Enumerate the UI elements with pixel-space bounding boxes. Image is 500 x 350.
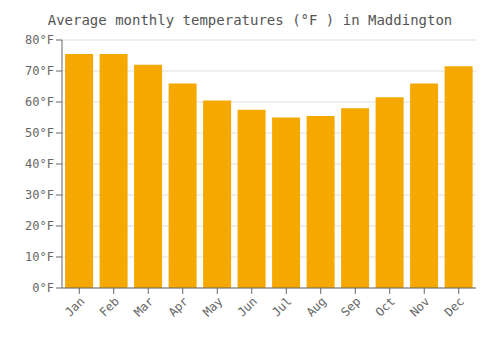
svg-text:70°F: 70°F <box>25 64 54 78</box>
svg-text:Nov: Nov <box>407 294 432 319</box>
svg-text:Sep: Sep <box>338 294 363 319</box>
html-text:Average monthly temperatures (: Average monthly temperatures (°F ) in Ma… <box>47 12 453 28</box>
svg-text:40°F: 40°F <box>25 157 54 171</box>
svg-text:Jan: Jan <box>62 294 87 319</box>
svg-text:Oct: Oct <box>373 294 398 319</box>
svg-text:Mar: Mar <box>131 294 156 319</box>
svg-text:0°F: 0°F <box>32 281 54 295</box>
svg-text:30°F: 30°F <box>25 188 54 202</box>
svg-text:Dec: Dec <box>442 294 467 319</box>
svg-text:60°F: 60°F <box>25 95 54 109</box>
svg-text:Jul: Jul <box>269 294 294 319</box>
svg-text:50°F: 50°F <box>25 126 54 140</box>
svg-text:20°F: 20°F <box>25 219 54 233</box>
svg-text:Aug: Aug <box>304 294 329 319</box>
svg-text:Feb: Feb <box>97 294 122 319</box>
svg-text:80°F: 80°F <box>25 33 54 47</box>
svg-text:Apr: Apr <box>166 294 191 319</box>
svg-text:May: May <box>200 294 225 319</box>
svg-text:Jun: Jun <box>235 294 260 319</box>
svg-text:10°F: 10°F <box>25 250 54 264</box>
